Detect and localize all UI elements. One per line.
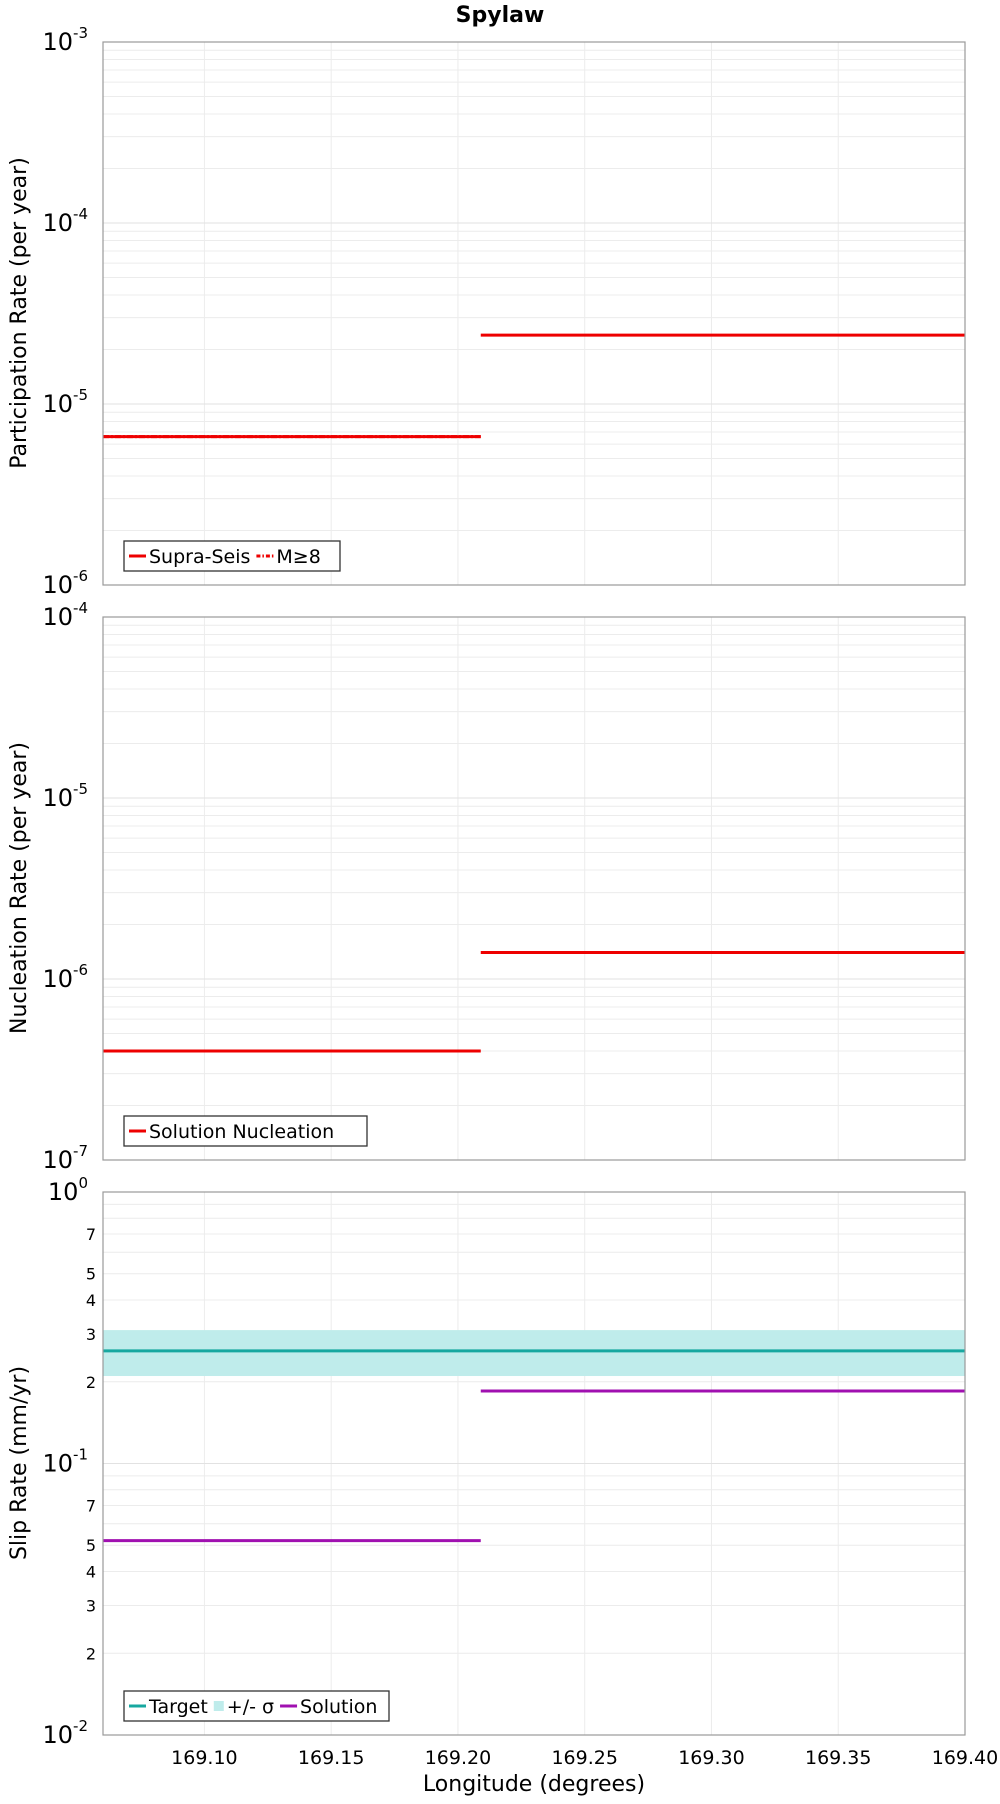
y-tick-label: 10-5 — [42, 780, 88, 812]
x-axis-label: Longitude (degrees) — [423, 1772, 645, 1797]
y-tick-label: 10-4 — [42, 205, 88, 237]
y-minor-tick-label: 2 — [86, 1373, 96, 1392]
legend-box — [123, 540, 341, 572]
legend-label: Supra-Seis — [149, 546, 250, 568]
y-tick-label: 100 — [48, 1174, 88, 1206]
y-minor-tick-label: 2 — [86, 1644, 96, 1663]
legend-box — [123, 1690, 390, 1722]
y-minor-tick-label: 7 — [86, 1497, 96, 1516]
panel-participation: 10-3 10-4 10-5 10-6 Participation Rate (per … — [7, 24, 966, 599]
legend: Supra-Seis M≥8 — [123, 540, 341, 572]
legend: Solution Nucleation — [123, 1115, 368, 1147]
legend: Target +/- σ Solution — [123, 1690, 390, 1722]
chart-title: Spylaw — [456, 3, 545, 28]
y-minor-tick-label: 5 — [86, 1265, 96, 1284]
legend-swatch — [213, 1701, 224, 1711]
legend-label: Solution Nucleation — [149, 1121, 334, 1143]
x-tick-label: 169.30 — [678, 1747, 744, 1769]
sigma-band — [103, 1330, 965, 1377]
y-minor-tick-label: 3 — [86, 1325, 96, 1344]
plot-frame — [102, 1191, 966, 1736]
y-tick-label: 10-5 — [42, 386, 88, 418]
plot-frame — [102, 41, 966, 586]
y-tick-label: 10-3 — [42, 24, 88, 56]
y-tick-label: 10-6 — [42, 961, 88, 993]
y-tick-label: 10-4 — [42, 599, 88, 631]
y-minor-tick-label: 4 — [86, 1291, 96, 1310]
legend-label: Target — [148, 1696, 208, 1718]
y-minor-tick-label: 5 — [86, 1536, 96, 1555]
y-tick-label: 10-1 — [42, 1446, 88, 1478]
y-tick-label: 10-2 — [42, 1717, 88, 1749]
legend-box — [123, 1115, 368, 1147]
x-tick-label: 169.40 — [932, 1747, 998, 1769]
panel-slip: 100 10-1 10-2 7 5 4 3 2 7 5 4 3 2 Slip Rate (mm/yr) Ta… — [7, 1174, 966, 1749]
y-tick-label: 10-7 — [42, 1142, 88, 1174]
x-tick-label: 169.25 — [551, 1747, 617, 1769]
x-tick-label: 169.35 — [805, 1747, 871, 1769]
y-axis-label: Nucleation Rate (per year) — [7, 742, 32, 1034]
plot-frame — [102, 616, 966, 1161]
x-tick-label: 169.15 — [298, 1747, 364, 1769]
y-minor-tick-label: 7 — [86, 1225, 96, 1244]
legend-label: M≥8 — [276, 546, 320, 568]
y-minor-tick-label: 3 — [86, 1596, 96, 1615]
legend-label: +/- σ — [227, 1696, 274, 1718]
x-tick-label: 169.20 — [425, 1747, 491, 1769]
y-axis-label: Slip Rate (mm/yr) — [7, 1366, 32, 1560]
y-axis-label: Participation Rate (per year) — [7, 157, 32, 469]
legend-label: Solution — [300, 1696, 377, 1718]
x-tick-label: 169.10 — [171, 1747, 237, 1769]
panel-nucleation: 10-4 10-5 10-6 10-7 Nucleation Rate (per yea… — [7, 599, 966, 1174]
y-tick-label: 10-6 — [42, 567, 88, 599]
y-minor-tick-label: 4 — [86, 1563, 96, 1582]
